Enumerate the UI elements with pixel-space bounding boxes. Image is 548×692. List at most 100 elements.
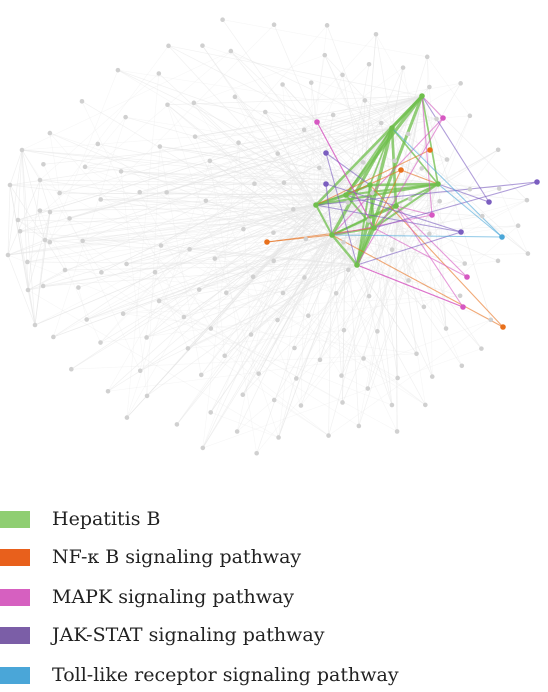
network-edge: [82, 240, 185, 318]
network-node: [220, 17, 225, 23]
network-edge: [328, 234, 333, 436]
network-edge: [49, 205, 397, 243]
network-edge: [7, 188, 470, 256]
legend-label: NF-κ B signaling pathway: [52, 546, 302, 568]
network-node: [302, 275, 307, 280]
network-edge: [193, 102, 274, 233]
network-edge: [194, 136, 317, 206]
network-edge: [193, 102, 375, 229]
network-edge: [7, 204, 317, 256]
network-edge: [107, 249, 190, 392]
network-edge: [49, 132, 259, 374]
network-node-hepatitis-b: [419, 93, 425, 99]
network-node: [25, 259, 30, 265]
network-edge: [27, 95, 423, 291]
network-edge: [9, 183, 439, 186]
network-edge: [331, 234, 393, 406]
network-edge: [21, 149, 29, 291]
network-node: [515, 223, 521, 229]
network-node: [200, 445, 206, 451]
network-node: [480, 213, 485, 219]
network-edge: [69, 218, 278, 321]
network-node: [95, 141, 101, 147]
network-node: [459, 363, 465, 369]
network-edge: [78, 287, 87, 320]
network-node: [427, 84, 432, 90]
network-edge: [236, 359, 321, 432]
network-node: [308, 80, 314, 85]
network-node: [240, 392, 246, 398]
network-node: [5, 252, 11, 258]
network-node: [7, 182, 13, 188]
network-edge: [139, 245, 162, 371]
legend-item-mapk: MAPK signaling pathway: [0, 582, 294, 612]
network-node-hepatitis-b: [343, 192, 349, 198]
legend-item-jak-stat: JAK-STAT signaling pathway: [0, 620, 324, 650]
network-node: [292, 345, 297, 351]
network-edge: [39, 179, 375, 229]
network-node: [346, 267, 351, 273]
network-edge: [39, 179, 398, 379]
network-node: [389, 247, 395, 253]
network-node: [339, 373, 344, 378]
network-edge: [373, 168, 422, 229]
network-edge: [21, 149, 317, 206]
network-edge: [437, 183, 503, 238]
network-node: [248, 332, 254, 337]
network-edge: [437, 183, 490, 203]
network-node: [378, 120, 384, 126]
network-edge: [43, 164, 141, 371]
network-node: [47, 130, 53, 136]
network-edge: [214, 184, 371, 259]
network-edge: [326, 25, 397, 207]
network-node-jak-stat: [323, 181, 329, 187]
network-edge: [355, 227, 376, 266]
network-edge: [315, 149, 431, 206]
network-node: [303, 236, 309, 242]
network-node: [80, 238, 85, 244]
network-edge: [315, 204, 333, 236]
network-edge: [315, 181, 538, 206]
network-edge: [214, 258, 337, 294]
network-edge: [316, 121, 375, 229]
network-node: [19, 147, 25, 153]
network-node: [241, 226, 246, 232]
network-edge: [125, 116, 371, 186]
network-edge: [373, 183, 439, 229]
network-node: [429, 374, 435, 379]
network-edge: [187, 199, 528, 349]
network-edge: [278, 25, 328, 438]
network-node: [317, 357, 323, 363]
network-node: [341, 240, 346, 245]
network-edge: [7, 149, 23, 256]
network-edge: [117, 69, 239, 143]
network-edge: [358, 249, 393, 427]
network-node: [362, 98, 368, 103]
legend-label: MAPK signaling pathway: [52, 586, 295, 608]
network-edge: [34, 211, 51, 326]
network-edge: [395, 205, 433, 377]
legend-item-nfkb: NF-κ B signaling pathway: [0, 542, 301, 572]
network-edge: [426, 56, 471, 116]
network-edge: [17, 219, 343, 403]
network-node: [67, 216, 72, 221]
network-node: [525, 251, 531, 256]
network-edge: [498, 188, 529, 254]
network-edge: [193, 102, 333, 236]
network-edge: [21, 149, 371, 186]
network-node: [98, 340, 103, 345]
network-edge: [391, 127, 529, 254]
network-node: [120, 311, 126, 317]
network-node-hepatitis-b: [313, 202, 319, 208]
network-edge: [319, 233, 430, 361]
network-node: [198, 372, 204, 378]
network-edge: [107, 358, 364, 392]
network-node: [280, 290, 286, 296]
network-node: [495, 147, 501, 153]
network-edge: [437, 115, 471, 185]
network-edge: [39, 179, 371, 186]
network-edge: [395, 118, 437, 207]
network-edge: [44, 239, 329, 436]
network-edge: [391, 127, 503, 238]
network-node: [236, 140, 241, 145]
